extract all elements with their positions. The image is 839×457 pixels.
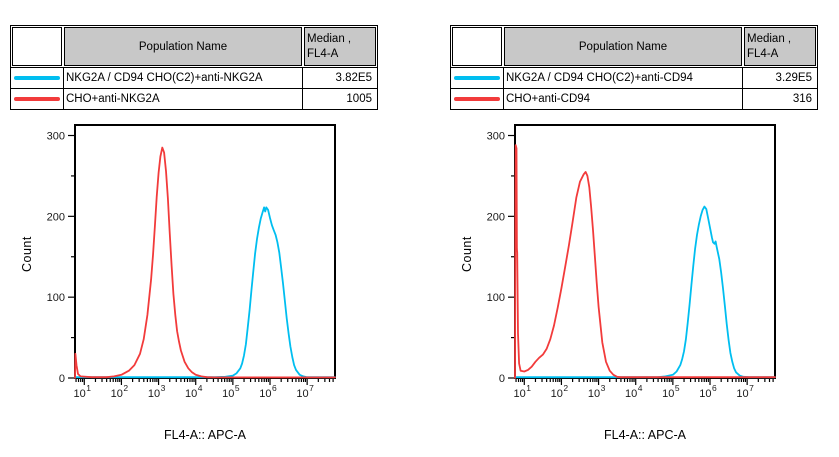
histogram-curve-0 (514, 205, 776, 379)
stats-table-header: Population Name Median , FL4-A (451, 26, 817, 67)
population-name-cell: CHO+anti-CD94 (503, 89, 743, 109)
swatch-cell (11, 76, 63, 80)
x-axis-title: FL4-A:: APC-A (604, 428, 686, 442)
median-header-line1: Median , (747, 33, 792, 46)
swatch-cell (451, 97, 503, 101)
axis-ticks (508, 134, 774, 385)
x-tick-label: 107 (296, 383, 314, 400)
x-tick-label: 105 (222, 383, 240, 400)
x-tick-label: 101 (514, 383, 532, 400)
median-value-cell: 316 (792, 93, 812, 105)
x-tick-label: 105 (662, 383, 680, 400)
population-name-cell: NKG2A / CD94 CHO(C2)+anti-NKG2A (63, 68, 303, 88)
series-color-swatch-cyan (454, 76, 500, 80)
y-axis-title: Count (20, 236, 34, 272)
table-row: NKG2A / CD94 CHO(C2)+anti-NKG2A 3.82E5 (11, 67, 377, 88)
swatch-cell (451, 76, 503, 80)
series-color-swatch-red (14, 97, 60, 101)
median-header-line1: Median , (307, 33, 352, 46)
x-tick-label: 106 (699, 383, 717, 400)
population-name-header: Population Name (64, 27, 302, 66)
population-name-cell: NKG2A / CD94 CHO(C2)+anti-CD94 (503, 68, 743, 88)
y-tick-label: 200 (47, 211, 65, 223)
plot-frame (514, 124, 776, 379)
table-row: CHO+anti-CD94 316 (451, 88, 817, 109)
x-tick-label: 102 (111, 383, 129, 400)
median-value-cell: 1005 (346, 93, 372, 105)
x-tick-label: 101 (74, 383, 92, 400)
x-tick-label: 107 (736, 383, 754, 400)
tick-labels: 0 100 200 300 101 102 103 104 105 106 107 (47, 131, 315, 400)
y-axis-title: Count (460, 236, 474, 272)
median-header-line2: FL4-A (747, 47, 779, 60)
median-header-line2: FL4-A (307, 47, 339, 60)
y-tick-label: 100 (487, 292, 505, 304)
series-color-swatch-cyan (14, 76, 60, 80)
histogram-chart-right: 0 100 200 300 101 102 103 104 105 106 107 (487, 124, 776, 400)
table-row: CHO+anti-NKG2A 1005 (11, 88, 377, 109)
y-tick-label: 300 (487, 131, 505, 143)
x-tick-label: 103 (588, 383, 606, 400)
tick-labels: 0 100 200 300 101 102 103 104 105 106 107 (487, 131, 755, 400)
x-tick-label: 102 (551, 383, 569, 400)
y-tick-label: 0 (499, 373, 505, 385)
x-tick-label: 103 (148, 383, 166, 400)
population-name-header: Population Name (504, 27, 742, 66)
panel-anti-nkg2a: Population Name Median , FL4-A NKG2A / C… (10, 25, 378, 442)
plot-frame (74, 124, 336, 379)
table-row: NKG2A / CD94 CHO(C2)+anti-CD94 3.29E5 (451, 67, 817, 88)
swatch-cell (11, 97, 63, 101)
median-header: Median , FL4-A (304, 27, 376, 66)
stats-table-right: Population Name Median , FL4-A NKG2A / C… (450, 25, 818, 110)
histogram-curve-1 (74, 146, 336, 379)
y-tick-label: 300 (47, 131, 65, 143)
series-color-swatch-red (454, 97, 500, 101)
median-value-cell: 3.82E5 (335, 72, 372, 84)
x-tick-label: 104 (185, 383, 203, 400)
axis-ticks (68, 134, 334, 385)
stats-table-left: Population Name Median , FL4-A NKG2A / C… (10, 25, 378, 110)
histogram-curve-1 (514, 144, 776, 379)
median-value-cell: 3.29E5 (775, 72, 812, 84)
y-tick-label: 0 (59, 373, 65, 385)
histogram-curve-0 (74, 206, 336, 379)
x-axis-title: FL4-A:: APC-A (164, 428, 246, 442)
stats-table-header: Population Name Median , FL4-A (11, 26, 377, 67)
y-tick-label: 100 (47, 292, 65, 304)
swatch-column-header (12, 27, 62, 66)
y-tick-label: 200 (487, 211, 505, 223)
swatch-column-header (452, 27, 502, 66)
panel-anti-cd94: Population Name Median , FL4-A NKG2A / C… (440, 0, 839, 457)
x-tick-label: 106 (259, 383, 277, 400)
x-tick-label: 104 (625, 383, 643, 400)
histogram-chart-left: 0 100 200 300 101 102 103 104 105 106 107 (47, 124, 336, 400)
median-header: Median , FL4-A (744, 27, 816, 66)
population-name-cell: CHO+anti-NKG2A (63, 89, 303, 109)
